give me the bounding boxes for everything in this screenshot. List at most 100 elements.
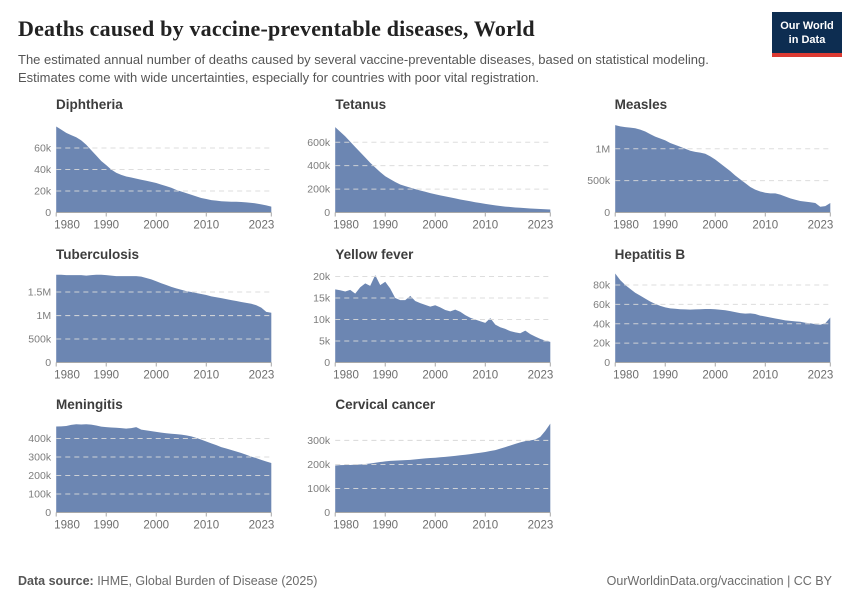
area-chart-plot: 0 100k 200k 300k 1980 1990 2000 2010 2023 [297,414,554,536]
svg-text:1980: 1980 [54,370,80,382]
chart-tuberculosis: Tuberculosis 0 500k 1M 1.5M 1980 1990 2000 2010… [18,247,275,386]
svg-text:400k: 400k [308,161,332,173]
svg-text:2000: 2000 [702,220,728,232]
svg-text:0: 0 [325,207,331,219]
owid-logo[interactable]: Our World in Data [772,12,842,57]
chart-title: Diphtheria [56,97,123,113]
svg-text:5k: 5k [319,336,331,348]
data-source: Data source: IHME, Global Burden of Dise… [18,574,317,588]
svg-text:1990: 1990 [93,519,119,531]
data-source-text: IHME, Global Burden of Disease (2025) [93,574,318,588]
svg-text:2000: 2000 [423,519,449,531]
svg-text:100k: 100k [28,488,52,500]
svg-text:1980: 1980 [54,220,80,232]
svg-text:1980: 1980 [334,220,360,232]
svg-text:1990: 1990 [373,519,399,531]
svg-text:2000: 2000 [702,370,728,382]
svg-text:200k: 200k [308,184,332,196]
svg-text:2010: 2010 [193,220,219,232]
svg-text:40k: 40k [593,318,611,330]
owid-logo-line2: in Data [788,34,826,47]
svg-text:500k: 500k [28,334,52,346]
area-chart-plot: 0 5k 10k 15k 20k 1980 1990 2000 2010 2023 [297,264,554,386]
owid-logo-line1: Our World [780,20,834,32]
svg-text:200k: 200k [308,459,332,471]
svg-text:0: 0 [45,357,51,369]
chart-title: Measles [614,97,668,113]
svg-text:1990: 1990 [652,370,678,382]
svg-text:2023: 2023 [249,370,275,382]
chart-title: Hepatitis B [614,247,686,262]
svg-text:200k: 200k [28,470,52,482]
chart-meningitis: Meningitis 0 100k 200k 300k 400k 1980 1990 2000… [18,396,275,536]
svg-text:2010: 2010 [752,220,778,232]
svg-text:1M: 1M [595,144,610,156]
svg-text:2000: 2000 [143,519,169,531]
svg-text:1980: 1980 [334,519,360,531]
svg-text:60k: 60k [34,143,52,155]
svg-text:600k: 600k [308,137,332,149]
svg-text:0: 0 [325,507,331,519]
svg-text:1990: 1990 [93,370,119,382]
svg-text:20k: 20k [34,186,52,198]
chart-title: Yellow fever [335,247,414,262]
svg-text:2023: 2023 [807,220,833,232]
chart-title: Cervical cancer [335,396,436,412]
svg-text:400k: 400k [28,433,52,445]
area-chart-plot: 0 200k 400k 600k 1980 1990 2000 2010 2023 [297,114,554,236]
area-chart-plot: 0 20k 40k 60k 80k 1980 1990 2000 2010 2023 [577,264,833,386]
svg-text:1990: 1990 [93,220,119,232]
svg-text:2010: 2010 [473,519,499,531]
chart-title: Meningitis [56,396,123,412]
svg-text:1980: 1980 [613,220,639,232]
svg-text:2023: 2023 [807,370,833,382]
small-multiples-grid: Diphtheria 0 20k 40k 60k 1980 1990 2000 2010 202… [18,97,833,568]
svg-text:100k: 100k [308,483,332,495]
page-title: Deaths caused by vaccine-preventable dis… [18,16,535,41]
svg-text:20k: 20k [593,338,611,350]
chart-footer: Data source: IHME, Global Burden of Dise… [18,574,832,588]
svg-text:2023: 2023 [249,519,275,531]
area-chart-plot: 0 20k 40k 60k 1980 1990 2000 2010 2023 [18,114,275,236]
svg-text:2010: 2010 [473,370,499,382]
svg-text:1980: 1980 [334,370,360,382]
svg-text:20k: 20k [313,271,331,283]
area-chart-plot: 0 500k 1M 1980 1990 2000 2010 2023 [577,114,833,236]
page-subtitle: The estimated annual number of deaths ca… [18,52,709,86]
svg-text:1990: 1990 [652,220,678,232]
chart-yellow-fever: Yellow fever 0 5k 10k 15k 20k 1980 1990 2000 201… [297,247,554,386]
chart-cervical-cancer: Cervical cancer 0 100k 200k 300k 1980 1990 200… [297,396,554,536]
svg-text:2023: 2023 [528,519,554,531]
chart-hepatitis-b: Hepatitis B 0 20k 40k 60k 80k 1980 1990 2000 201… [577,247,833,386]
svg-text:10k: 10k [313,314,331,326]
svg-text:80k: 80k [593,280,611,292]
svg-text:2000: 2000 [423,370,449,382]
svg-text:0: 0 [604,207,610,219]
owid-url-link[interactable]: OurWorldinData.org/vaccination | CC BY [606,574,832,588]
data-source-label: Data source: [18,574,94,588]
svg-text:0: 0 [325,357,331,369]
svg-text:1980: 1980 [54,519,80,531]
svg-text:1990: 1990 [373,220,399,232]
svg-text:2000: 2000 [143,370,169,382]
chart-measles: Measles 0 500k 1M 1980 1990 2000 2010 2023 [577,97,833,236]
svg-text:0: 0 [45,507,51,519]
svg-text:300k: 300k [28,451,52,463]
chart-diphtheria: Diphtheria 0 20k 40k 60k 1980 1990 2000 2010 202… [18,97,275,236]
svg-text:0: 0 [604,357,610,369]
svg-text:40k: 40k [34,164,52,176]
svg-text:2010: 2010 [193,519,219,531]
svg-text:2000: 2000 [423,220,449,232]
svg-text:2023: 2023 [528,220,554,232]
svg-text:2023: 2023 [249,220,275,232]
svg-text:60k: 60k [593,299,611,311]
svg-text:2023: 2023 [528,370,554,382]
chart-header: Deaths caused by vaccine-preventable dis… [18,12,842,95]
svg-text:2010: 2010 [473,220,499,232]
svg-text:0: 0 [45,207,51,219]
svg-text:300k: 300k [308,435,332,447]
svg-text:1980: 1980 [613,370,639,382]
svg-text:2000: 2000 [143,220,169,232]
area-chart-plot: 0 100k 200k 300k 400k 1980 1990 2000 2010 2023 [18,414,275,536]
chart-title: Tuberculosis [56,247,140,262]
